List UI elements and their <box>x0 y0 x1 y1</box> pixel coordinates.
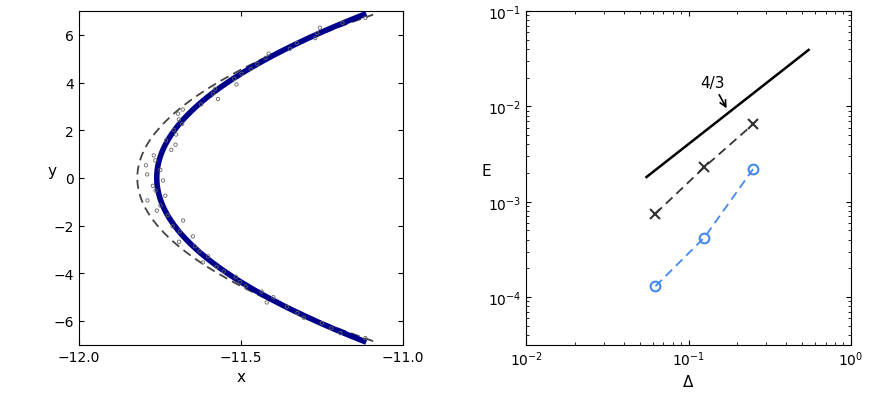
Point <box>310 31 324 37</box>
Point <box>140 198 154 204</box>
Point <box>254 289 268 295</box>
Point <box>280 304 294 310</box>
Point <box>146 153 160 159</box>
Point <box>173 229 187 235</box>
Point <box>250 61 264 68</box>
Point <box>289 41 303 47</box>
Point <box>261 51 275 58</box>
Point <box>201 253 215 260</box>
Point <box>148 188 162 194</box>
Point <box>153 167 168 174</box>
Point <box>172 117 186 124</box>
Point <box>217 269 231 275</box>
Point <box>153 203 168 209</box>
Point <box>150 208 164 214</box>
Point <box>315 320 329 326</box>
Point <box>166 223 180 230</box>
Point <box>333 330 347 336</box>
Point <box>194 102 208 108</box>
Point <box>359 16 373 22</box>
Point <box>168 142 182 148</box>
Point <box>234 71 248 78</box>
Text: 4/3: 4/3 <box>700 75 726 107</box>
X-axis label: Δ: Δ <box>683 374 694 389</box>
Point <box>259 55 273 62</box>
Point <box>359 335 373 341</box>
Point <box>175 107 189 113</box>
Point <box>229 274 243 280</box>
Point <box>156 178 170 184</box>
Point <box>283 47 297 53</box>
Point <box>169 132 183 138</box>
Point <box>164 147 178 154</box>
Point <box>290 310 304 316</box>
Point <box>313 25 327 32</box>
Point <box>233 279 247 286</box>
Point <box>239 284 253 290</box>
Point <box>159 138 173 144</box>
Point <box>186 234 200 240</box>
Point <box>336 20 350 27</box>
Point <box>208 86 222 93</box>
X-axis label: x: x <box>237 369 246 384</box>
Point <box>260 300 274 306</box>
Point <box>211 97 225 103</box>
Point <box>159 193 173 199</box>
Point <box>175 122 189 128</box>
Point <box>206 91 220 97</box>
Point <box>193 248 207 255</box>
Point <box>230 82 244 89</box>
Point <box>176 218 190 224</box>
Y-axis label: E: E <box>481 164 491 178</box>
Point <box>171 111 185 117</box>
Point <box>308 36 322 42</box>
Point <box>140 172 154 178</box>
Point <box>148 158 162 164</box>
Y-axis label: y: y <box>47 164 57 178</box>
Point <box>324 325 339 332</box>
Point <box>172 239 186 245</box>
Point <box>188 243 202 250</box>
Point <box>210 264 224 270</box>
Point <box>296 315 310 321</box>
Point <box>139 163 153 169</box>
Point <box>160 213 175 219</box>
Point <box>146 183 160 190</box>
Point <box>267 294 281 301</box>
Point <box>196 259 210 266</box>
Point <box>167 128 181 134</box>
Point <box>244 67 258 73</box>
Point <box>227 76 241 83</box>
